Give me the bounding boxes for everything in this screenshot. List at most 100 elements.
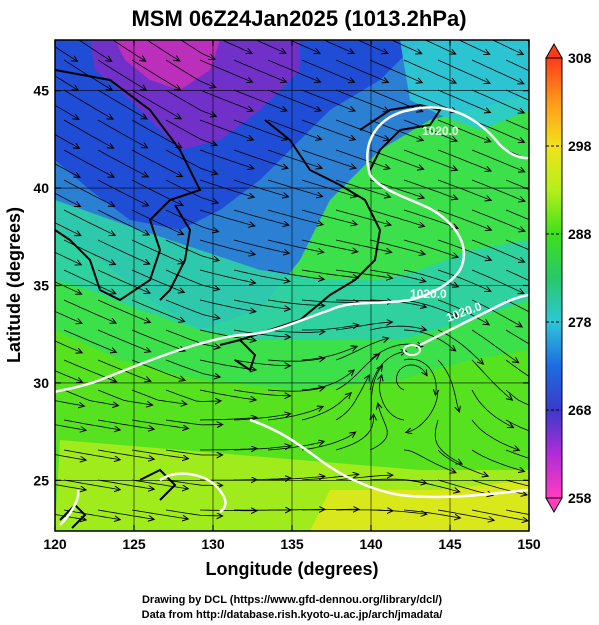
streamline <box>267 209 322 224</box>
streamline <box>403 149 456 170</box>
streamline <box>267 119 321 139</box>
streamline <box>131 149 182 176</box>
streamline <box>97 209 148 235</box>
colorbar-tick-label: 258 <box>568 490 592 506</box>
streamline <box>403 239 457 257</box>
streamline <box>458 40 489 54</box>
streamline <box>131 509 187 519</box>
x-tick-label: 130 <box>201 536 225 552</box>
isobar <box>249 418 529 499</box>
streamline <box>55 514 85 520</box>
streamline <box>403 59 455 83</box>
streamline <box>131 479 187 489</box>
streamline <box>267 330 324 332</box>
streamline <box>97 239 149 264</box>
streamline <box>233 89 286 111</box>
streamline <box>55 424 85 430</box>
streamline <box>390 40 421 53</box>
streamline <box>165 269 219 289</box>
streamline <box>97 179 148 205</box>
streamline <box>403 449 455 472</box>
streamline <box>165 359 219 377</box>
coastline <box>55 69 202 302</box>
streamline <box>63 59 112 90</box>
streamline <box>63 149 113 177</box>
streamline <box>471 89 523 113</box>
streamline <box>63 419 119 430</box>
streamline <box>301 89 354 111</box>
streamline <box>505 239 529 251</box>
streamline <box>55 454 85 460</box>
streamline <box>221 40 251 53</box>
streamline <box>199 359 255 370</box>
isobar <box>59 489 80 526</box>
streamline <box>403 299 457 317</box>
streamline <box>165 479 222 485</box>
streamline <box>131 269 183 292</box>
coastline <box>59 503 87 529</box>
streamline <box>233 329 290 337</box>
streamline <box>267 179 322 196</box>
streamline <box>471 209 524 231</box>
streamline <box>180 40 214 59</box>
streamline <box>403 209 457 228</box>
streamline <box>165 329 219 347</box>
streamline <box>63 89 112 119</box>
x-tick-label: 140 <box>359 536 383 552</box>
x-tick-label: 145 <box>438 536 462 552</box>
streamline <box>97 299 150 322</box>
streamline <box>165 419 222 425</box>
isobar <box>419 293 529 347</box>
streamline <box>131 89 180 118</box>
streamline <box>97 149 147 176</box>
streamline <box>471 389 513 427</box>
streamline <box>302 325 358 331</box>
streamline <box>369 59 421 82</box>
isobar <box>159 472 227 514</box>
streamline <box>55 134 79 148</box>
streamline <box>199 179 253 197</box>
streamline <box>131 119 181 147</box>
streamline <box>55 46 77 61</box>
streamline <box>335 89 388 111</box>
streamline <box>199 239 254 254</box>
streamline <box>55 222 80 235</box>
streamline <box>301 149 355 168</box>
streamline <box>335 269 391 278</box>
streamline <box>437 329 483 363</box>
streamline <box>55 484 85 490</box>
isobar-label: 1020.0 <box>422 124 459 138</box>
streamline <box>55 192 80 206</box>
streamline <box>63 179 114 206</box>
streamline <box>369 269 425 281</box>
plot-area <box>55 40 595 550</box>
streamline <box>131 389 186 404</box>
streamline <box>540 540 595 548</box>
colorbar-tick-label: 288 <box>568 226 592 242</box>
streamline <box>369 119 422 140</box>
streamline <box>323 40 353 53</box>
streamline <box>63 479 119 490</box>
streamline <box>505 449 529 459</box>
streamline <box>403 358 436 394</box>
streamline <box>289 40 319 53</box>
streamline <box>369 149 423 169</box>
streamline <box>335 239 391 252</box>
streamline <box>97 449 153 459</box>
streamline <box>267 269 323 279</box>
credit-drawing: Drawing by DCL (https://www.gfd-dennou.o… <box>142 594 442 606</box>
wind-streamlines <box>55 40 595 550</box>
streamline <box>131 179 182 205</box>
streamline <box>335 338 388 361</box>
streamline <box>335 179 389 197</box>
streamline <box>131 419 187 428</box>
streamline <box>267 239 323 252</box>
streamline <box>403 329 455 350</box>
streamline <box>165 239 218 260</box>
streamline <box>199 119 253 140</box>
streamline <box>78 40 111 61</box>
streamline <box>437 359 459 411</box>
streamline <box>505 299 529 313</box>
streamline <box>505 509 529 515</box>
streamline <box>369 239 424 254</box>
